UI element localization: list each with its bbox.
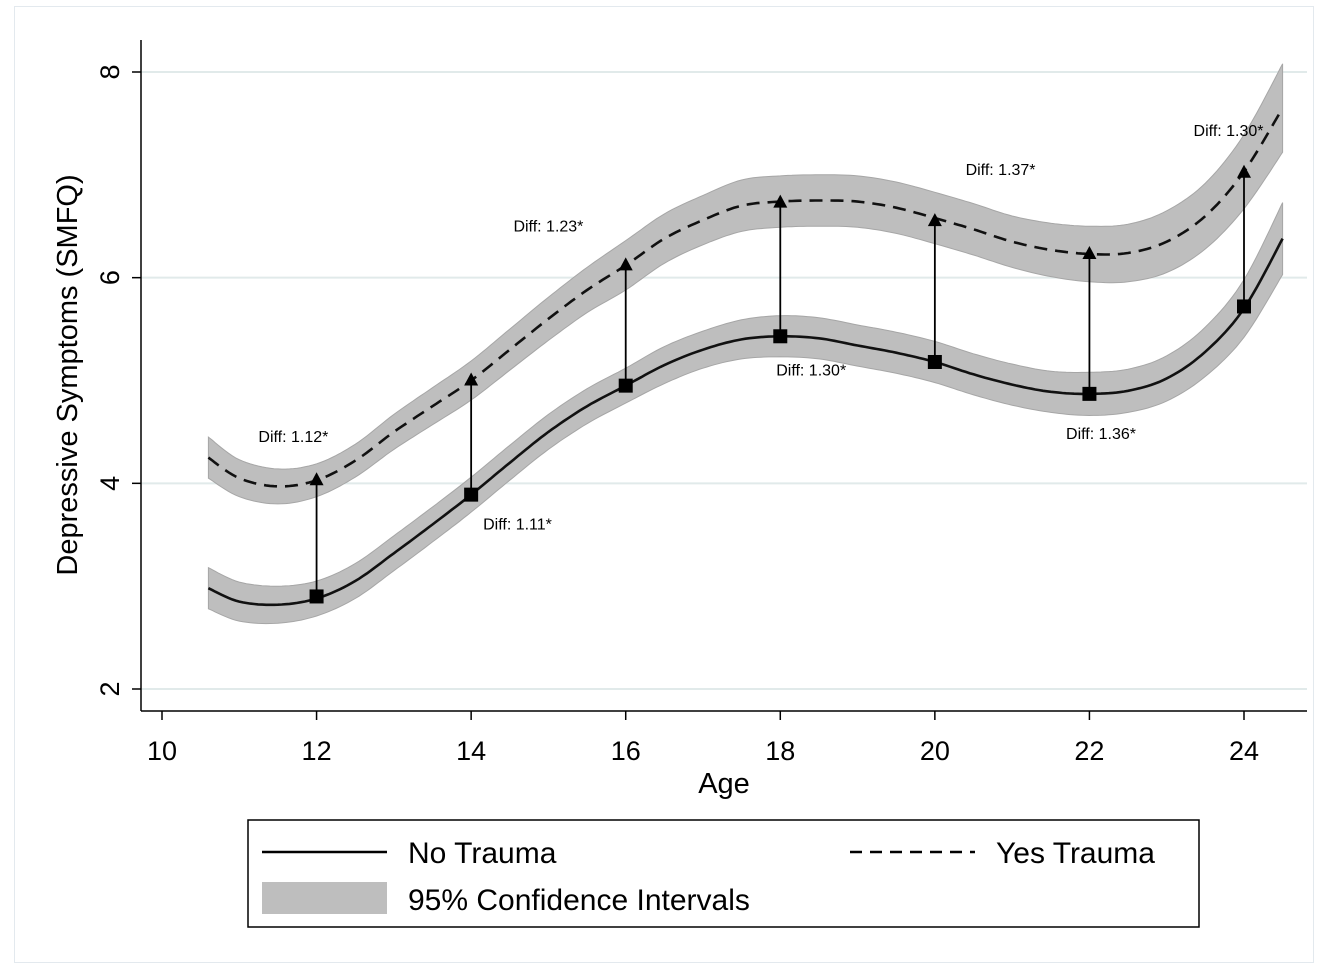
legend-label-no-trauma: No Trauma [408, 837, 557, 870]
marker-square-3 [773, 329, 788, 344]
x-tick-label-16: 16 [611, 736, 641, 766]
x-tick-label-22: 22 [1074, 736, 1104, 766]
diff-label-0: Diff: 1.12* [258, 429, 328, 446]
diff-label-5: Diff: 1.36* [1066, 426, 1136, 443]
ci-band-1 [207, 63, 1284, 505]
marker-triangle-0 [309, 472, 324, 486]
marker-square-1 [464, 487, 479, 502]
marker-square-5 [1082, 386, 1097, 401]
y-tick-label-8: 8 [95, 64, 125, 79]
series-line-1 [207, 107, 1284, 488]
series-line-0 [207, 237, 1284, 607]
marker-triangle-3 [773, 194, 788, 208]
y-axis-title: Depressive Symptoms (SMFQ) [52, 174, 84, 575]
diff-label-4: Diff: 1.37* [966, 162, 1036, 179]
marker-triangle-6 [1237, 164, 1251, 178]
marker-triangle-2 [618, 257, 633, 271]
diff-label-2: Diff: 1.23* [513, 218, 583, 235]
series-lines [207, 107, 1284, 607]
legend-box [247, 819, 1200, 928]
x-tick-label-24: 24 [1229, 736, 1259, 766]
x-tick-label-12: 12 [302, 736, 332, 766]
marker-square-4 [927, 354, 942, 369]
marker-triangle-1 [464, 372, 479, 386]
diff-label-1: Diff: 1.11* [483, 517, 552, 534]
legend-swatch-ci [262, 882, 387, 914]
legend-label-ci: 95% Confidence Intervals [408, 884, 750, 917]
legend: No Trauma Yes Trauma 95% Confidence Inte… [247, 819, 1200, 928]
x-tick-label-20: 20 [920, 736, 950, 766]
marker-triangle-5 [1082, 246, 1097, 260]
y-tick-label-2: 2 [95, 681, 125, 696]
x-axis-title: Age [698, 768, 750, 800]
legend-label-yes-trauma: Yes Trauma [996, 837, 1155, 870]
diff-label-6: Diff: 1.30* [1194, 123, 1264, 140]
difference-arrows [315, 176, 1245, 597]
y-tick-label-6: 6 [95, 270, 125, 285]
series-markers [309, 164, 1251, 604]
x-tick-label-10: 10 [147, 736, 177, 766]
x-tick-label-18: 18 [765, 736, 795, 766]
confidence-bands [207, 63, 1284, 625]
x-tick-label-14: 14 [456, 736, 486, 766]
diff-label-3: Diff: 1.30* [776, 362, 846, 379]
marker-triangle-4 [927, 213, 942, 227]
marker-square-0 [309, 589, 324, 604]
marker-square-6 [1237, 299, 1251, 314]
diff-annotations: Diff: 1.12* Diff: 1.11* Diff: 1.23* Diff: 1… [258, 123, 1263, 534]
y-tick-label-4: 4 [95, 476, 125, 491]
chart-frame [14, 6, 1314, 963]
marker-square-2 [618, 378, 633, 393]
